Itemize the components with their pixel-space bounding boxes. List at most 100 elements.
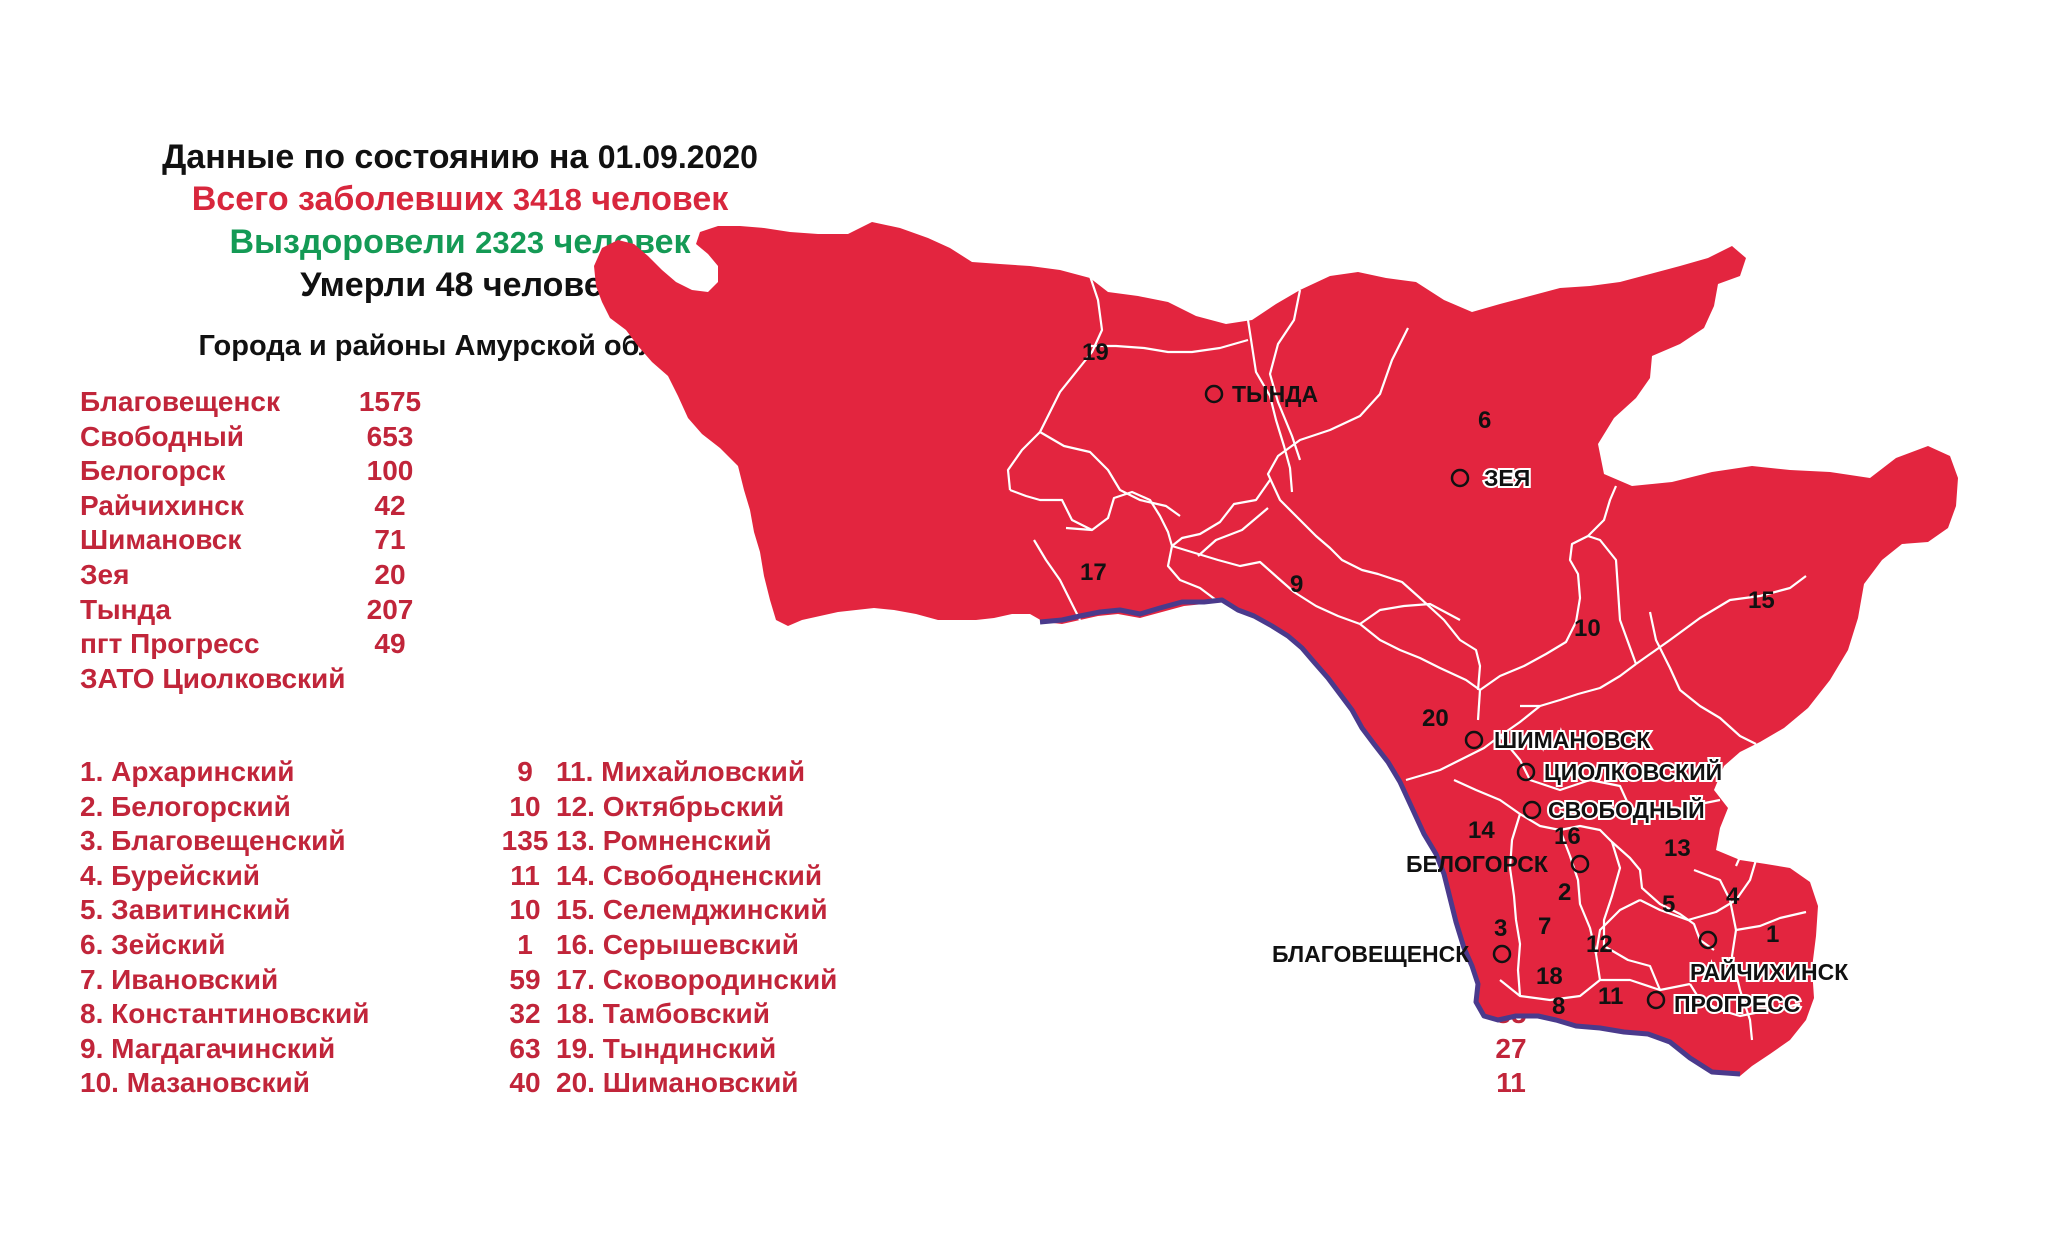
svobodny-label: СВОБОДНЫЙ: [1548, 796, 1705, 823]
district-numbers: 19 6 17 9 15 10 20 14 16 13 2 5 4 1 3 7 …: [1080, 339, 1779, 1020]
district-row-name: 18. Тамбовский: [556, 998, 770, 1030]
town-markers: [1204, 384, 1718, 1010]
deaths-line: Умерли 48 человек: [300, 266, 620, 304]
tynda-marker: [1204, 384, 1224, 404]
district-number: 20: [1422, 705, 1449, 732]
district-row-name: 14. Свободненский: [556, 859, 823, 891]
district-row-value: 40: [509, 1067, 541, 1099]
district-row-value: 1: [517, 929, 533, 960]
district-row-value: 11: [1496, 1067, 1526, 1099]
raichikhinsk-label: РАЙЧИХИНСК: [1690, 958, 1849, 985]
city-row-name: Тында: [80, 593, 171, 625]
shimanovsk-marker: [1464, 730, 1484, 750]
date-line: Данные по состоянию на 01.09.2020: [60, 138, 860, 177]
district-row-value: 59: [509, 963, 541, 995]
district-row-name: 17. Сковородинский: [556, 963, 838, 995]
district-number: 3: [1494, 915, 1507, 942]
date-label: Данные по состоянию на: [162, 138, 589, 176]
district-number: 7: [1538, 913, 1551, 940]
district-row-name: 9. Магдагачинский: [80, 1032, 336, 1064]
district-number: 14: [1468, 817, 1495, 844]
district-number: 11: [1598, 983, 1623, 1010]
city-row-name: Зея: [80, 559, 130, 590]
river-border: [1039, 597, 1741, 1077]
progress-marker: [1646, 990, 1666, 1010]
district-borders: [1006, 275, 1807, 1041]
district-number: 4: [1726, 883, 1740, 910]
district-row-name: 6. Зейский: [80, 929, 226, 960]
district-row-name: 16. Серышевский: [556, 929, 799, 960]
total-cases-label: Всего заболевших: [191, 180, 504, 218]
tsiolkovsky-marker: [1516, 762, 1536, 782]
district-row-name: 7. Ивановский: [80, 963, 279, 995]
city-row-name: Белогорск: [80, 455, 226, 487]
district-row-value: 32: [509, 998, 541, 1030]
district-row-value: 11: [510, 859, 540, 891]
total-cases-unit: человек: [591, 180, 729, 218]
city-row-value: 49: [374, 628, 406, 660]
district-row-name: 2. Белогорский: [80, 790, 291, 822]
district-row-value: 135: [501, 825, 549, 857]
district-row-name: 1. Архаринский: [80, 756, 295, 787]
tynda-label: ТЫНДА: [1232, 381, 1318, 407]
raichikhinsk-marker: [1698, 930, 1718, 950]
date-value: 01.09.2020: [597, 139, 758, 175]
district-row-name: 15. Селемджинский: [556, 894, 828, 926]
district-row-name: 12. Октябрьский: [556, 790, 785, 822]
district-number: 8: [1552, 993, 1565, 1020]
total-cases-value: 3418: [512, 182, 582, 217]
total-cases-line: Всего заболевших 3418 человек: [60, 180, 860, 219]
blagoveshchensk-label: БЛАГОВЕЩЕНСК: [1272, 941, 1470, 967]
district-row-value: 27: [1495, 1032, 1527, 1064]
district-row-name: 13. Ромненский: [556, 825, 772, 857]
city-row-value: 207: [366, 593, 414, 625]
town-labels: ТЫНДА ЗЕЯ ШИМАНОВСК ЦИОЛКОВСКИЙ СВОБОДНЫ…: [1232, 381, 1851, 1019]
district-number: 13: [1664, 835, 1691, 862]
district-number: 12: [1586, 931, 1613, 958]
district-number: 17: [1080, 559, 1107, 586]
district-row-name: 5. Завитинский: [80, 894, 291, 926]
recovered-label: Выздоровели: [229, 223, 466, 261]
city-row-value: 42: [374, 489, 406, 521]
district-number: 9: [1290, 571, 1303, 598]
svobodny-marker: [1522, 800, 1542, 820]
city-row-value: 71: [374, 524, 406, 556]
city-row-value: 1575: [358, 386, 422, 417]
district-row-value: 10: [509, 894, 541, 926]
city-row-name: ЗАТО Циолковский: [80, 662, 346, 694]
city-row-name: Благовещенск: [80, 386, 280, 417]
city-row-value: 653: [366, 420, 414, 452]
zeya-marker: [1450, 468, 1470, 488]
district-row-name: 19. Тындинский: [556, 1032, 777, 1064]
district-number: 10: [1574, 615, 1601, 642]
progress-label: ПРОГРЕСС: [1674, 991, 1800, 1017]
city-row-name: пгт Прогресс: [80, 628, 260, 660]
district-row-name: 8. Константиновский: [80, 998, 370, 1030]
tsiolkovsky-label: ЦИОЛКОВСКИЙ: [1544, 758, 1722, 785]
belogorsk-label: БЕЛОГОРСК: [1406, 851, 1549, 877]
city-row-name: Райчихинск: [80, 489, 244, 521]
shimanovsk-label: ШИМАНОВСК: [1494, 727, 1651, 753]
district-row-name: 20. Шимановский: [556, 1067, 799, 1099]
district-row-name: 11. Михайловский: [556, 756, 806, 787]
district-number: 1: [1766, 921, 1779, 948]
district-row-value: 63: [509, 1032, 541, 1064]
district-row-value: 9: [517, 756, 533, 787]
district-row-name: 3. Благовещенский: [80, 825, 346, 857]
city-row-value: 20: [374, 559, 406, 590]
city-row-name: Свободный: [80, 420, 245, 452]
district-number: 2: [1558, 879, 1571, 906]
district-number: 18: [1536, 963, 1563, 990]
district-row-name: 4. Бурейский: [80, 859, 260, 891]
district-number: 5: [1662, 891, 1675, 918]
city-row-name: Шимановск: [80, 524, 242, 556]
amur-oblast-shape: [594, 222, 1958, 1076]
district-number: 15: [1748, 587, 1775, 614]
city-row-value: 100: [366, 455, 414, 487]
blagoveshchensk-marker: [1492, 944, 1512, 964]
zeya-label: ЗЕЯ: [1484, 465, 1530, 491]
district-row-name: 10. Мазановский: [80, 1067, 310, 1099]
district-number: 6: [1478, 407, 1491, 434]
recovered-value: 2323: [475, 225, 545, 260]
